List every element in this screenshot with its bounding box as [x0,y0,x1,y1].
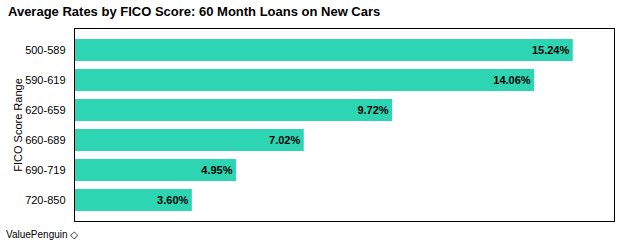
html-text:ValuePenguin ◇: ValuePenguin ◇ [6,229,78,240]
svg-text:690-719: 690-719 [25,164,65,176]
svg-text:660-689: 660-689 [25,134,65,146]
svg-text:7.02%: 7.02% [269,134,300,146]
svg-text:14.06%: 14.06% [493,74,531,86]
svg-text:9.72%: 9.72% [357,104,388,116]
html-text:Average Rates by FICO Score: 6: Average Rates by FICO Score: 60 Month Lo… [8,4,381,19]
svg-text:620-659: 620-659 [25,104,65,116]
svg-text:FICO Score Range: FICO Score Range [12,78,24,172]
svg-text:15.24%: 15.24% [532,44,570,56]
svg-text:500-589: 500-589 [25,44,65,56]
svg-text:3.60%: 3.60% [157,194,188,206]
svg-text:590-619: 590-619 [25,74,65,86]
svg-text:4.95%: 4.95% [201,164,232,176]
svg-text:720-850: 720-850 [25,194,65,206]
